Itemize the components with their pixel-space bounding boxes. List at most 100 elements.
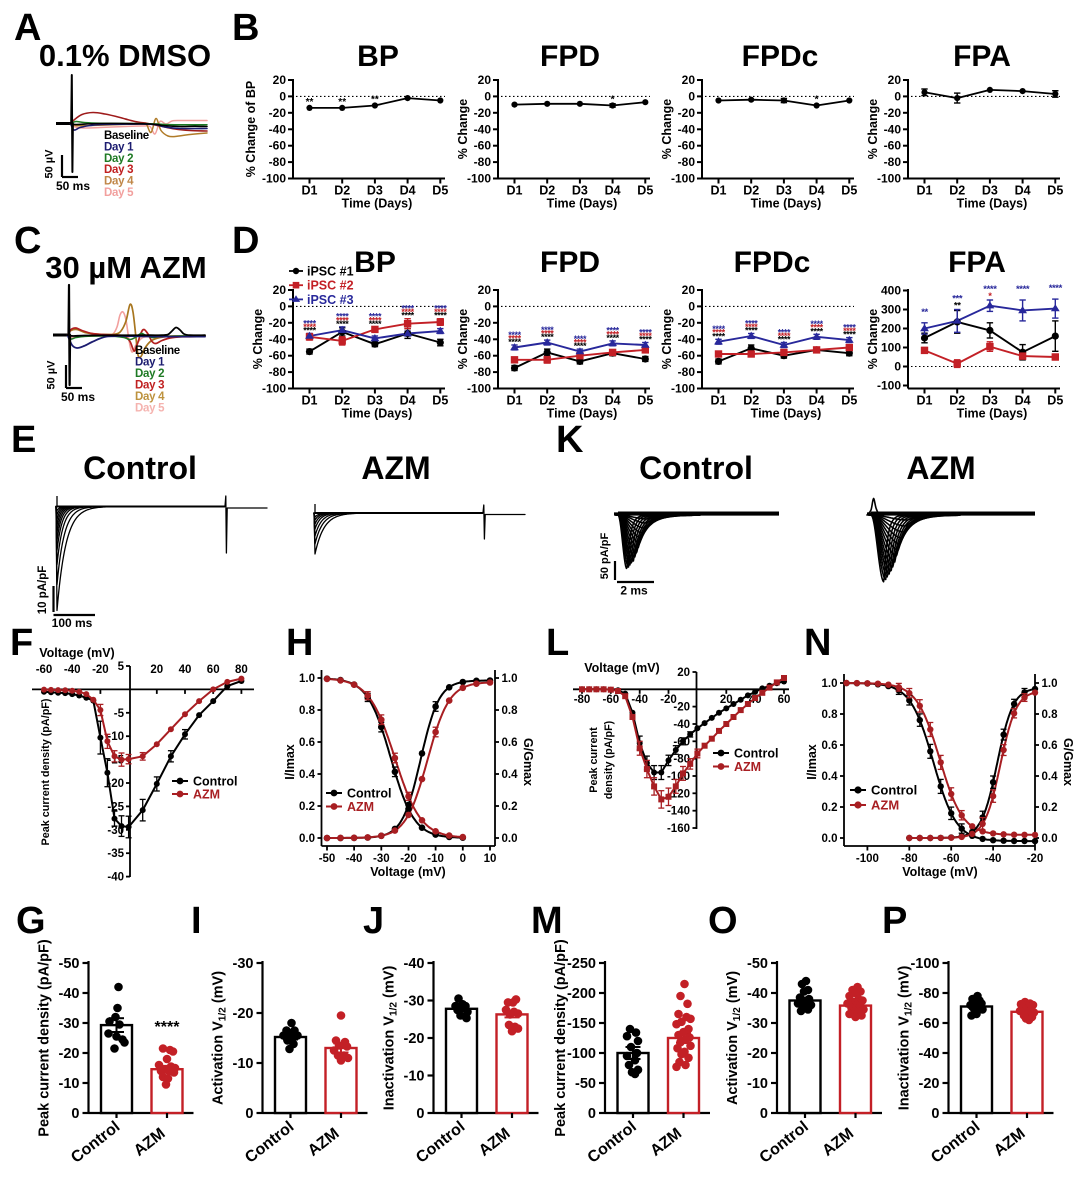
svg-text:****: **** [574, 334, 587, 344]
svg-text:-20: -20 [884, 106, 902, 120]
svg-text:-30: -30 [747, 1016, 768, 1032]
svg-text:-20: -20 [92, 664, 109, 676]
svg-text:Day 3: Day 3 [104, 164, 133, 176]
svg-text:FPA: FPA [953, 40, 1011, 73]
svg-text:**: ** [338, 97, 346, 108]
svg-text:60: 60 [207, 664, 220, 676]
svg-text:Day 5: Day 5 [104, 187, 134, 199]
svg-text:*: * [988, 291, 992, 302]
svg-text:20: 20 [720, 694, 733, 706]
svg-text:-10: -10 [747, 1076, 768, 1092]
svg-text:D4: D4 [605, 184, 621, 198]
svg-text:D3: D3 [982, 184, 998, 198]
svg-text:*: * [815, 95, 819, 106]
svg-text:0: 0 [484, 299, 491, 313]
svg-text:-40: -40 [404, 956, 425, 972]
svg-text:J: J [363, 900, 384, 942]
svg-text:****: **** [1016, 284, 1030, 295]
svg-text:D3: D3 [367, 394, 383, 408]
svg-text:0.6: 0.6 [1042, 740, 1058, 752]
svg-text:-20: -20 [269, 106, 287, 120]
svg-text:I/Imax: I/Imax [283, 744, 297, 779]
svg-text:D1: D1 [917, 394, 933, 408]
svg-text:20: 20 [150, 664, 163, 676]
svg-text:****: **** [712, 331, 725, 341]
svg-text:Day 2: Day 2 [135, 368, 164, 380]
svg-text:20: 20 [273, 73, 287, 87]
svg-text:0: 0 [894, 89, 901, 103]
svg-text:50 µV: 50 µV [46, 360, 58, 390]
svg-text:D1: D1 [507, 394, 523, 408]
svg-text:0: 0 [894, 360, 901, 374]
svg-text:H: H [286, 622, 313, 664]
svg-text:****: **** [401, 311, 414, 321]
svg-text:Time (Days): Time (Days) [957, 407, 1028, 421]
svg-text:1.0: 1.0 [502, 673, 518, 685]
svg-text:-35: -35 [107, 848, 124, 860]
svg-text:AZM: AZM [193, 788, 220, 802]
svg-text:-40: -40 [474, 122, 492, 136]
svg-text:-10: -10 [233, 1056, 254, 1072]
svg-text:FPD: FPD [540, 246, 600, 279]
svg-text:D5: D5 [637, 184, 653, 198]
svg-text:D1: D1 [302, 394, 318, 408]
svg-text:0.0: 0.0 [299, 833, 315, 845]
svg-text:****: **** [369, 319, 382, 329]
svg-text:**: ** [954, 301, 961, 312]
svg-text:% Change: % Change [866, 309, 880, 369]
svg-text:****: **** [810, 323, 823, 333]
svg-text:Voltage (mV): Voltage (mV) [902, 865, 977, 879]
svg-text:Control: Control [83, 450, 197, 486]
svg-text:D4: D4 [400, 184, 416, 198]
svg-text:****: **** [745, 326, 758, 336]
svg-text:FPD: FPD [540, 40, 600, 73]
svg-text:20: 20 [682, 283, 696, 297]
svg-text:****: **** [434, 307, 447, 317]
svg-text:F: F [10, 622, 33, 664]
svg-text:-50: -50 [747, 956, 768, 972]
svg-text:I/Imax: I/Imax [805, 744, 819, 779]
svg-text:-100: -100 [910, 956, 939, 972]
svg-text:-140: -140 [667, 806, 690, 818]
svg-text:****: **** [639, 335, 652, 345]
svg-text:D3: D3 [776, 184, 792, 198]
svg-text:-60: -60 [943, 853, 960, 865]
svg-text:50 ms: 50 ms [61, 390, 95, 404]
svg-text:% Change: % Change [660, 99, 674, 159]
svg-text:Voltage (mV): Voltage (mV) [39, 646, 114, 660]
svg-text:0: 0 [688, 299, 695, 313]
svg-text:% Change: % Change [251, 309, 265, 369]
svg-text:-60: -60 [919, 1016, 940, 1032]
svg-text:**: ** [306, 97, 314, 108]
svg-text:Time (Days): Time (Days) [547, 407, 618, 421]
svg-text:**: ** [371, 95, 379, 106]
svg-text:0.6: 0.6 [822, 740, 838, 752]
svg-text:****: **** [778, 335, 791, 345]
svg-text:-80: -80 [574, 694, 591, 706]
svg-text:D2: D2 [949, 394, 965, 408]
svg-text:0: 0 [460, 853, 466, 865]
svg-text:% Change of BP: % Change of BP [244, 81, 258, 178]
svg-text:% Change: % Change [660, 309, 674, 369]
svg-text:0.0: 0.0 [502, 833, 518, 845]
svg-text:Day 3: Day 3 [135, 380, 164, 392]
svg-text:-80: -80 [901, 853, 918, 865]
svg-text:-20: -20 [660, 694, 677, 706]
svg-text:Time (Days): Time (Days) [342, 197, 413, 211]
svg-text:D4: D4 [400, 394, 416, 408]
svg-text:50 ms: 50 ms [56, 179, 90, 193]
svg-text:-100: -100 [262, 172, 286, 186]
svg-text:0.4: 0.4 [502, 769, 519, 781]
svg-text:N: N [804, 622, 831, 664]
svg-text:-60: -60 [678, 349, 696, 363]
svg-text:-80: -80 [474, 155, 492, 169]
svg-text:G: G [16, 900, 46, 942]
svg-text:0.8: 0.8 [299, 705, 316, 717]
svg-text:0.0: 0.0 [1042, 833, 1058, 845]
svg-text:Control: Control [639, 450, 753, 486]
svg-text:****: **** [639, 327, 652, 337]
svg-text:% Change: % Change [456, 309, 470, 369]
svg-text:iPSC #2: iPSC #2 [307, 279, 354, 293]
svg-text:****: **** [336, 315, 349, 325]
svg-text:****: **** [574, 341, 587, 351]
